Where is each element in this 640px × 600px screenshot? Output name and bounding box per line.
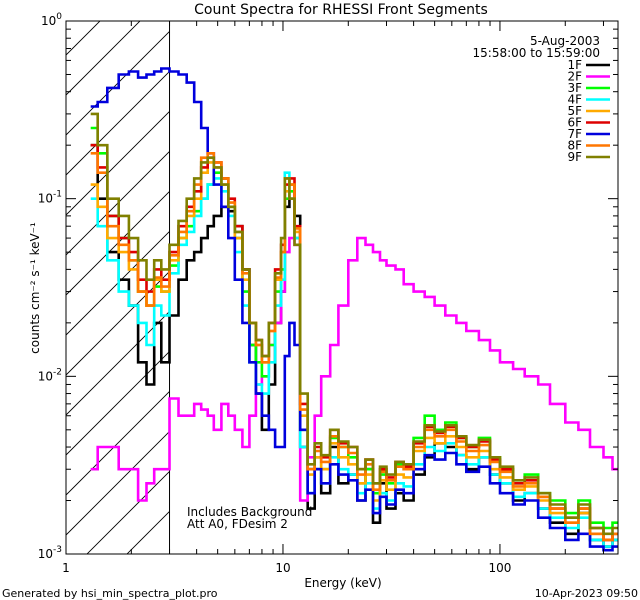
series-line-2f — [90, 236, 618, 502]
legend-label-2f: 2F — [567, 70, 582, 84]
axis-ticks — [65, 20, 618, 555]
x-tick-label: 1 — [62, 561, 70, 575]
hatch-line — [66, 71, 170, 176]
hatch-line — [86, 471, 170, 554]
x-tick-label: 100 — [488, 561, 511, 575]
series-lines — [90, 67, 618, 552]
legend-label-9f: 9F — [567, 150, 582, 164]
legend-label-8f: 8F — [567, 139, 582, 153]
series-line-1f — [90, 143, 618, 548]
x-axis-label: Energy (keV) — [304, 576, 381, 590]
legend-label-1f: 1F — [567, 58, 582, 72]
annotation-attenuator: Att A0, FDesim 2 — [187, 517, 288, 531]
y-axis-label: counts cm⁻² s⁻¹ keV⁻¹ — [28, 222, 42, 354]
y-tick-label: 10-3 — [38, 545, 62, 561]
y-tick-label: 10-2 — [38, 367, 62, 383]
hatch-line — [66, 391, 170, 496]
series-line-8f — [90, 152, 618, 542]
series-line-5f — [90, 161, 618, 542]
y-tick-label: 10-1 — [38, 190, 62, 206]
hatch-line — [66, 0, 170, 15]
y-tick-label: 100 — [41, 12, 62, 28]
chart-title: Count Spectra for RHESSI Front Segments — [194, 2, 488, 18]
legend-label-3f: 3F — [567, 81, 582, 95]
hatch-line — [66, 351, 170, 456]
hatch-line — [66, 311, 170, 416]
time-range-label: 15:58:00 to 15:59:00 — [473, 46, 600, 60]
legend-label-4f: 4F — [567, 93, 582, 107]
series-line-9f — [90, 112, 618, 536]
hatch-line — [66, 431, 170, 536]
date-label: 5-Aug-2003 — [530, 34, 600, 48]
hatch-line — [66, 21, 141, 96]
hatch-line — [66, 21, 101, 56]
series-line-7f — [90, 67, 618, 552]
legend-label-5f: 5F — [567, 104, 582, 118]
annotation-background: Includes Background — [187, 505, 312, 519]
hatch-line — [66, 111, 170, 216]
x-tick-labels: 1 10 100 — [62, 561, 511, 575]
x-tick-label: 10 — [275, 561, 290, 575]
legend-label-7f: 7F — [567, 127, 582, 141]
footer-generated-by: Generated by hsi_min_spectra_plot.pro — [2, 587, 218, 600]
hatch-line — [66, 271, 170, 376]
hatch-line — [126, 511, 170, 554]
footer-timestamp: 10-Apr-2023 09:50 — [535, 587, 638, 600]
legend-label-6f: 6F — [567, 116, 582, 130]
plot-frame — [65, 20, 619, 555]
